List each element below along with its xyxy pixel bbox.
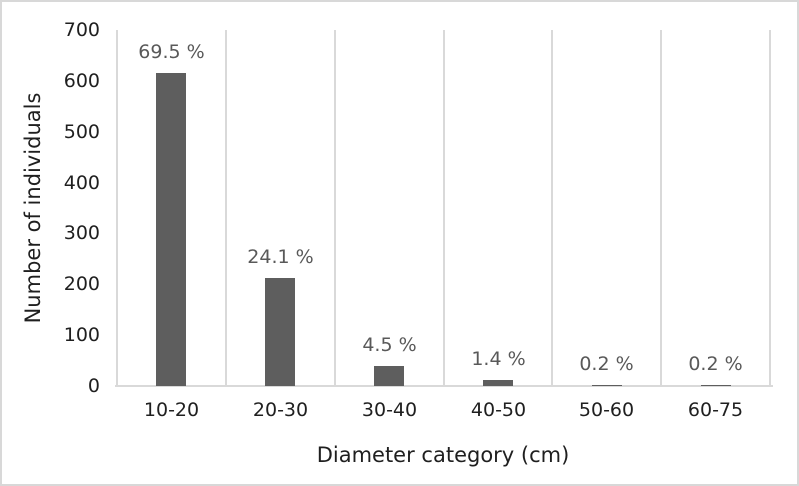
y-tick-label: 0 xyxy=(87,375,100,397)
y-tick-label: 300 xyxy=(63,222,100,244)
x-axis-line xyxy=(115,385,773,387)
gridline xyxy=(225,30,227,386)
bar-value-label: 0.2 % xyxy=(688,353,743,375)
bar xyxy=(265,278,295,386)
y-tick-label: 500 xyxy=(63,121,100,143)
y-tick-label: 600 xyxy=(63,70,100,92)
x-axis-title: Diameter category (cm) xyxy=(316,443,570,467)
bar-value-label: 24.1 % xyxy=(247,246,314,268)
x-tick-label: 20-30 xyxy=(252,399,309,421)
y-tick-label: 200 xyxy=(63,273,100,295)
bar xyxy=(592,385,622,386)
bar-value-label: 1.4 % xyxy=(471,348,526,370)
bar xyxy=(156,73,186,386)
bar xyxy=(701,385,731,386)
y-tick-label: 100 xyxy=(63,324,100,346)
gridline xyxy=(769,30,771,386)
y-tick-label: 700 xyxy=(63,19,100,41)
x-tick-label: 30-40 xyxy=(361,399,418,421)
gridline xyxy=(551,30,553,386)
x-tick-label: 60-75 xyxy=(687,399,744,421)
plot-area: 69.5 % 24.1 % 4.5 % 1.4 % 0.2 % 0.2 % xyxy=(115,30,773,387)
bar-value-label: 4.5 % xyxy=(362,334,417,356)
bar xyxy=(374,366,404,386)
bar-value-label: 0.2 % xyxy=(579,353,634,375)
x-tick-label: 10-20 xyxy=(143,399,200,421)
x-tick-label: 40-50 xyxy=(470,399,527,421)
bar-value-label: 69.5 % xyxy=(138,41,205,63)
gridline xyxy=(116,30,118,386)
y-tick-label: 400 xyxy=(63,172,100,194)
bar xyxy=(483,380,513,386)
gridline xyxy=(660,30,662,386)
x-tick-label: 50-60 xyxy=(578,399,635,421)
